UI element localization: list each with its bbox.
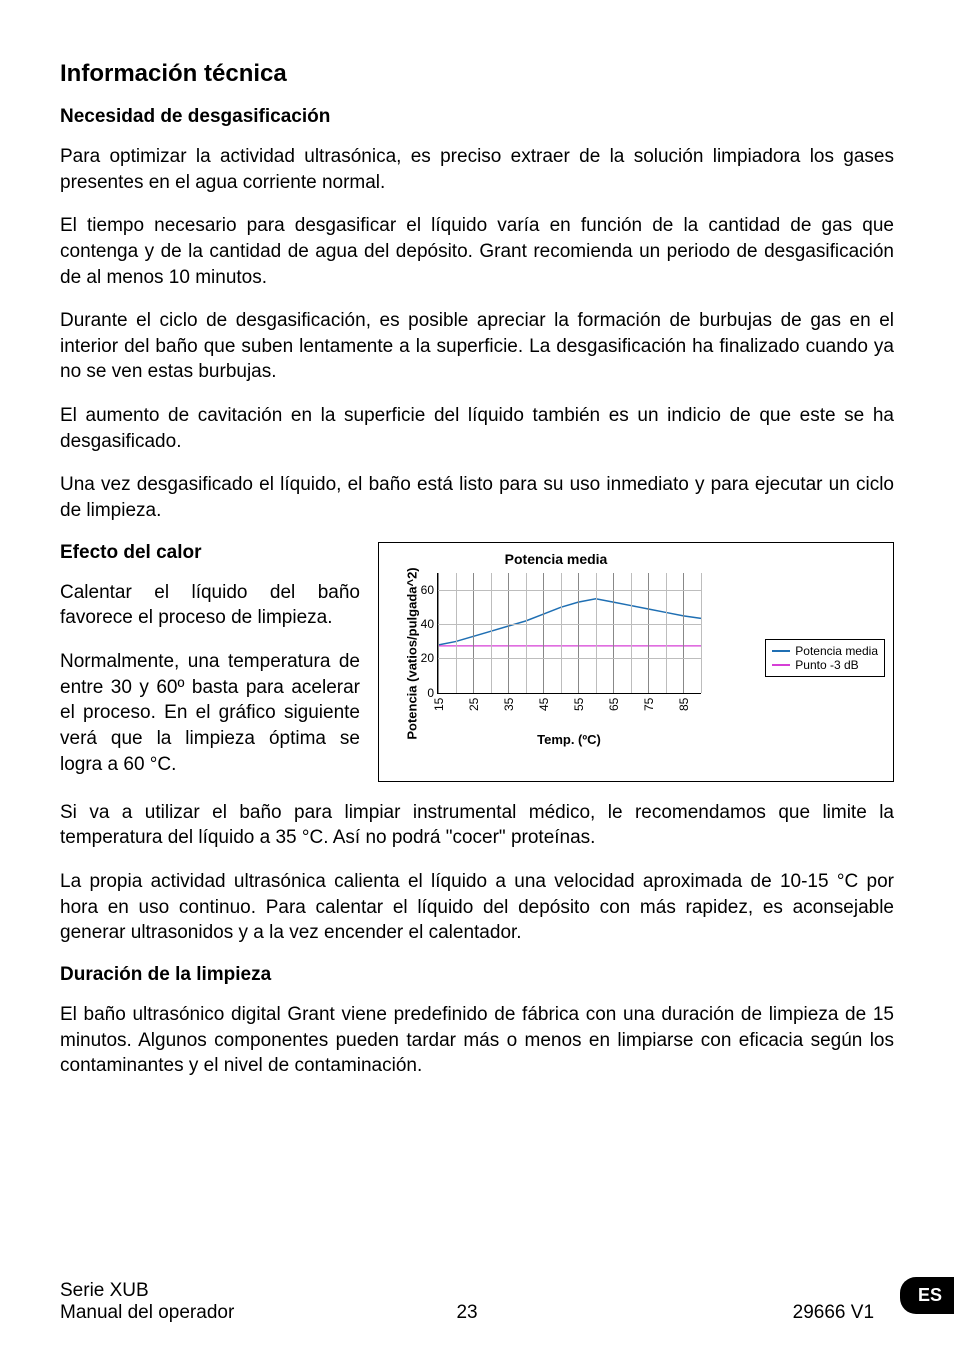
chart-legend: Potencia mediaPunto -3 dB: [765, 639, 885, 677]
chart-xtick: 45: [537, 697, 551, 710]
paragraph: El aumento de cavitación en la superfici…: [60, 403, 894, 454]
chart-xtick: 55: [572, 697, 586, 710]
legend-label: Punto -3 dB: [795, 658, 858, 672]
paragraph: El baño ultrasónico digital Grant viene …: [60, 1002, 894, 1079]
legend-label: Potencia media: [795, 644, 878, 658]
language-tab: ES: [900, 1277, 954, 1314]
paragraph: Durante el ciclo de desgasificación, es …: [60, 308, 894, 385]
legend-swatch: [772, 650, 790, 652]
page-number: 23: [436, 1302, 497, 1324]
paragraph: Para optimizar la actividad ultrasónica,…: [60, 144, 894, 195]
chart-ytick: 40: [421, 617, 438, 631]
section-title-calor: Efecto del calor: [60, 542, 360, 564]
chart-ytick: 20: [421, 651, 438, 665]
chart-ytick: 60: [421, 583, 438, 597]
chart-xtick: 85: [677, 697, 691, 710]
chart-xtick: 65: [607, 697, 621, 710]
chart-xtick: 75: [642, 697, 656, 710]
paragraph: Calentar el líquido del baño favorece el…: [60, 580, 360, 631]
legend-item: Potencia media: [772, 644, 878, 658]
chart-title: Potencia media: [411, 551, 701, 567]
page-title: Información técnica: [60, 60, 894, 88]
paragraph: Una vez desgasificado el líquido, el bañ…: [60, 472, 894, 523]
chart-ylabel: Potencia (vatios/pulgada^2): [405, 548, 420, 758]
chart-potencia-media: Potencia (vatios/pulgada^2) Potencia med…: [378, 542, 894, 782]
footer-series: Serie XUB: [60, 1280, 436, 1302]
legend-swatch: [772, 664, 790, 666]
footer-docnum: 29666 V1: [498, 1302, 954, 1324]
paragraph: Si va a utilizar el baño para limpiar in…: [60, 800, 894, 851]
footer-manual: Manual del operador: [60, 1302, 436, 1324]
paragraph: Normalmente, una temperatura de entre 30…: [60, 649, 360, 777]
chart-plot-area: 20406001525354555657585: [437, 573, 701, 694]
section-title-desgasificacion: Necesidad de desgasificación: [60, 106, 894, 128]
chart-xtick: 25: [467, 697, 481, 710]
page-footer: Serie XUB Manual del operador 23 29666 V…: [60, 1280, 954, 1324]
legend-item: Punto -3 dB: [772, 658, 878, 672]
paragraph: La propia actividad ultrasónica calienta…: [60, 869, 894, 946]
chart-xlabel: Temp. (ºC): [437, 732, 701, 747]
section-title-duracion: Duración de la limpieza: [60, 964, 894, 986]
chart-xtick: 15: [432, 697, 446, 710]
paragraph: El tiempo necesario para desgasificar el…: [60, 213, 894, 290]
chart-xtick: 35: [502, 697, 516, 710]
chart-series-line: [438, 598, 701, 644]
